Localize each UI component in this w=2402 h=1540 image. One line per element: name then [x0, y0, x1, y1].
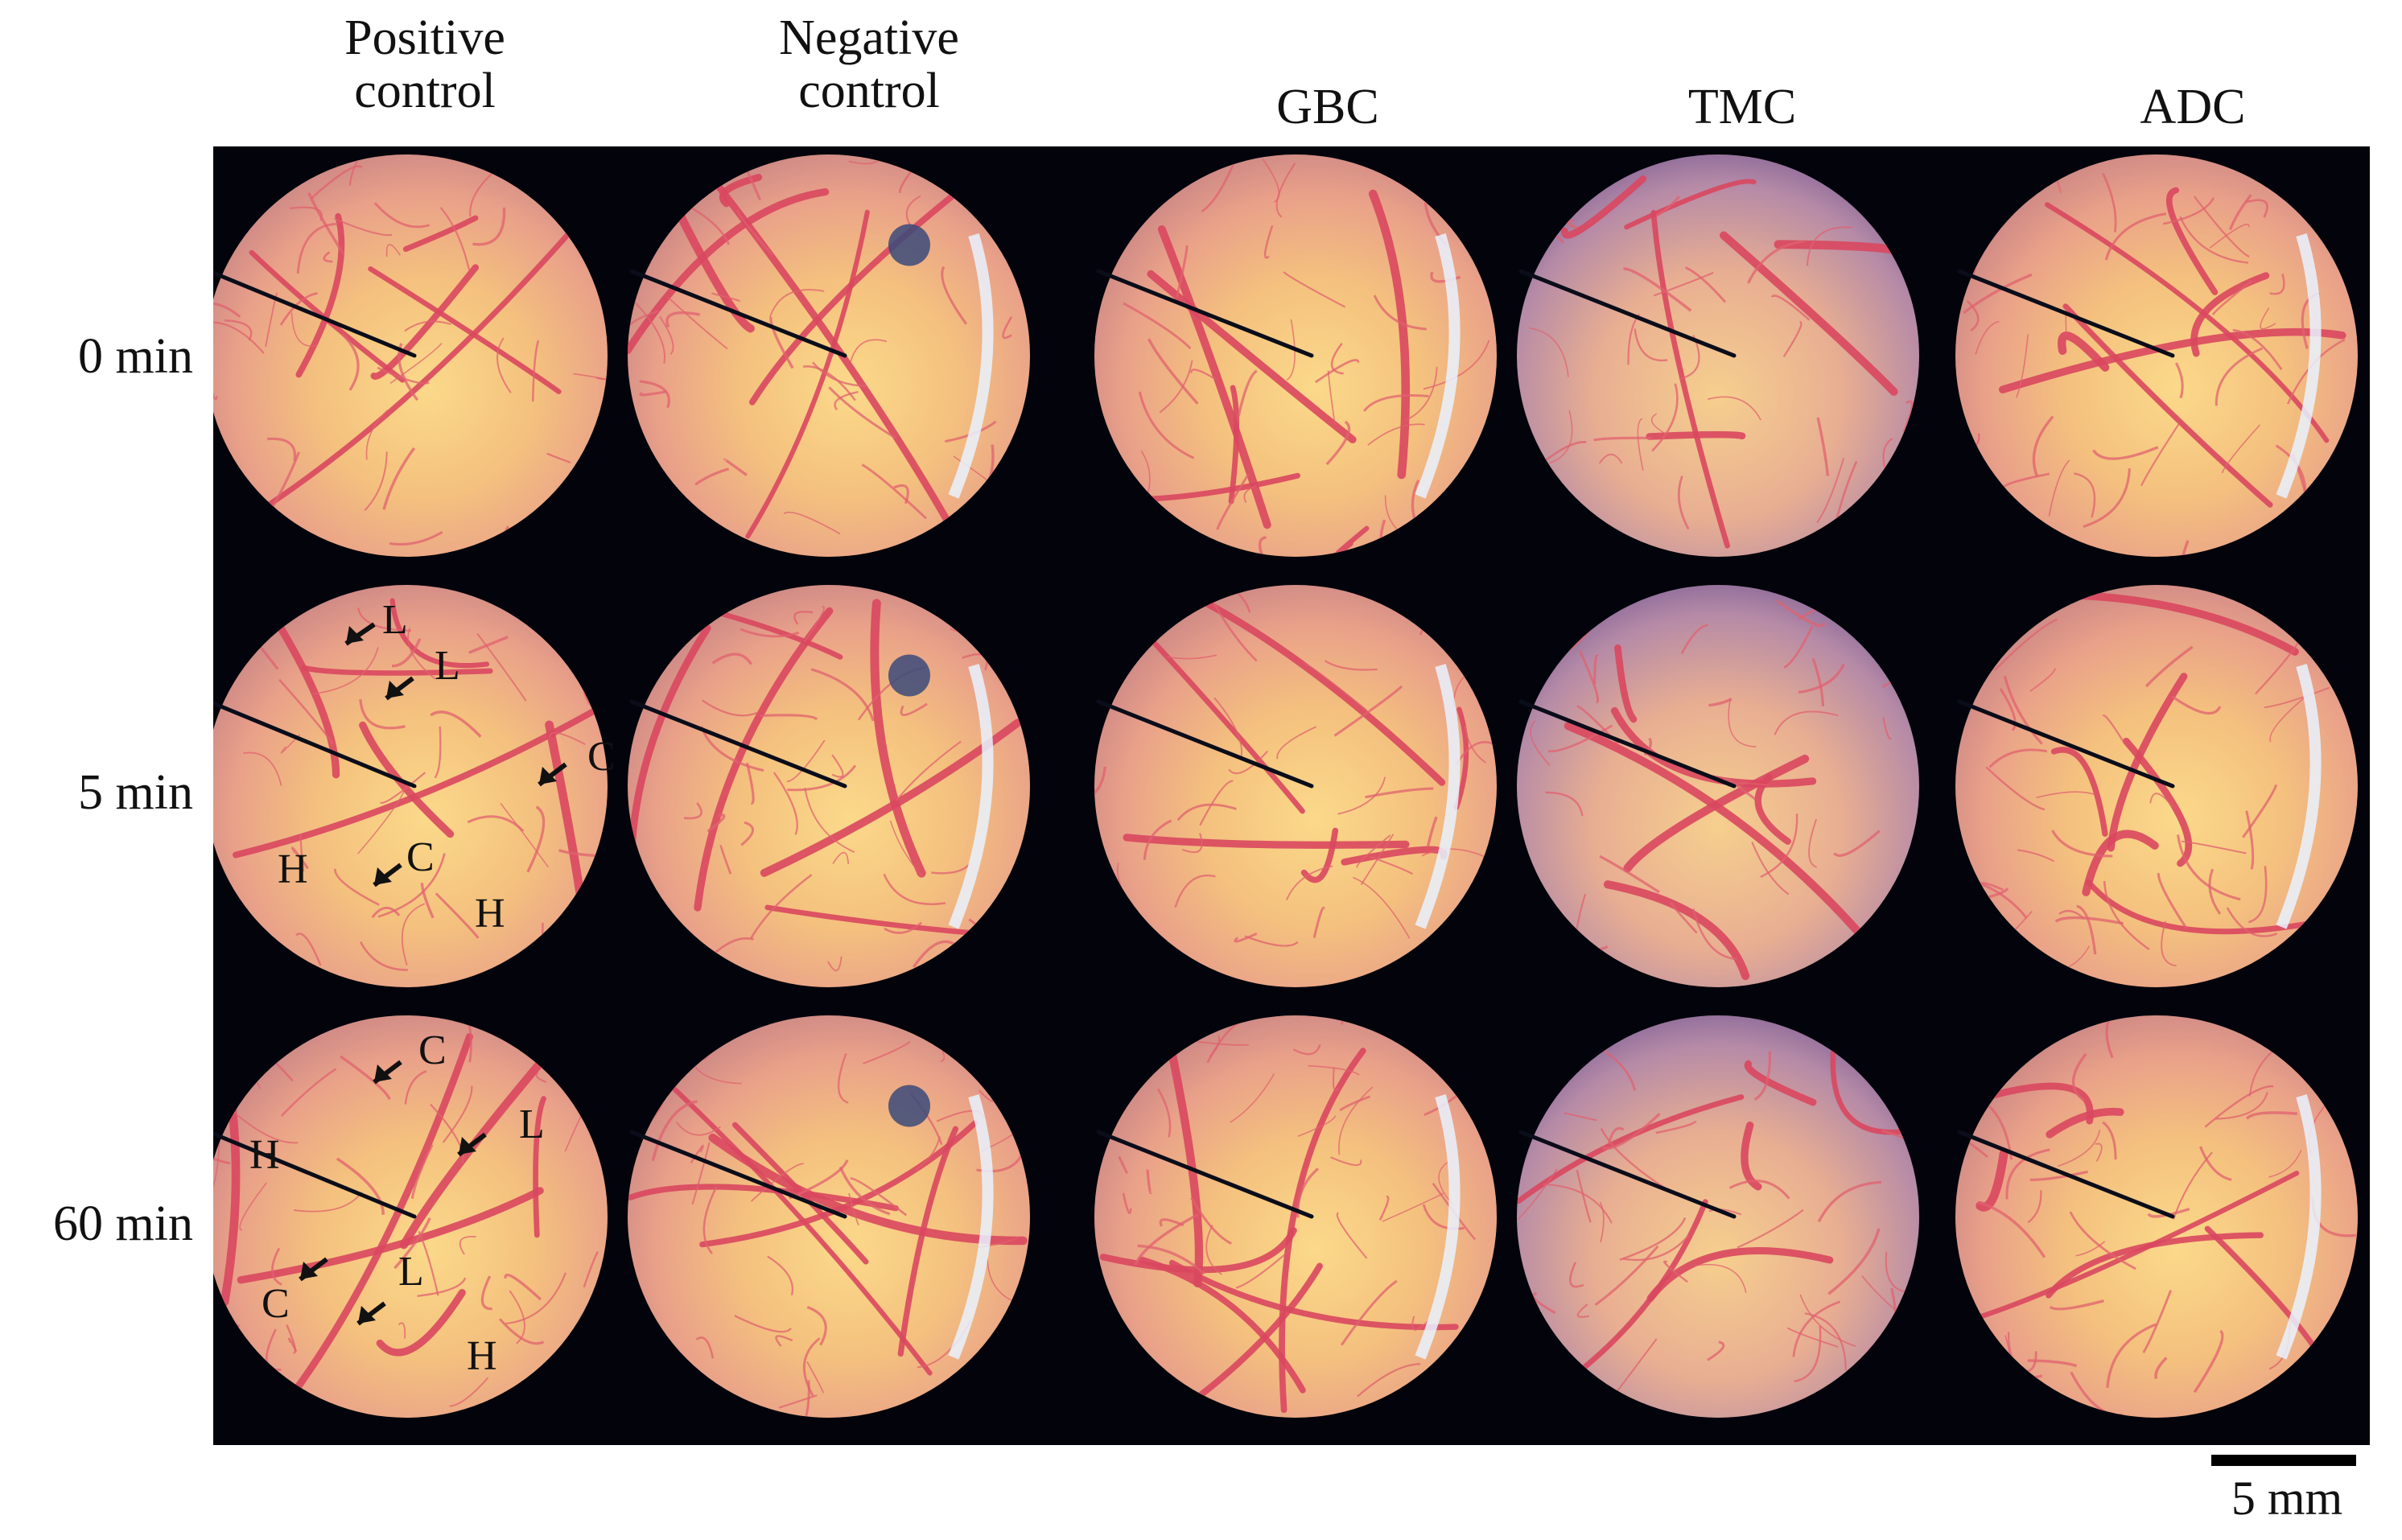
column-header-line1: Positive — [344, 10, 505, 65]
column-header-line1: ADC — [2140, 80, 2246, 134]
annotation-letter: H — [467, 1333, 497, 1379]
cam-plate-r2-c1 — [628, 1015, 1030, 1418]
needle — [1096, 269, 1314, 358]
annotation-letter: L — [398, 1249, 424, 1295]
cam-plate-r2-c4 — [1955, 1015, 2358, 1418]
annotation-letter: C — [587, 734, 616, 780]
needle — [629, 699, 847, 789]
row-label-60min: 60 min — [53, 1196, 193, 1251]
row-label-5min: 5 min — [78, 765, 193, 820]
cam-plate-r2-c3 — [1517, 1015, 1919, 1418]
column-header-adc: ADC — [2024, 80, 2362, 134]
annotation-arrowhead — [358, 1306, 376, 1324]
scale-bar-label: 5 mm — [2231, 1472, 2343, 1525]
annotation-arrowhead — [386, 681, 404, 698]
column-header-gbc: GBC — [1159, 80, 1497, 134]
annotation-letter: C — [418, 1027, 447, 1073]
cam-plate-r0-c0 — [213, 154, 608, 557]
column-header-line1: GBC — [1276, 80, 1379, 134]
needle — [213, 701, 417, 789]
cam-plate-r1-c1 — [628, 585, 1030, 987]
row-label-0min: 0 min — [78, 329, 193, 384]
needle — [1957, 269, 2175, 358]
cam-plate-r0-c1 — [628, 154, 1030, 557]
column-header-negative-control: Negative control — [700, 11, 1038, 117]
annotation-arrowhead — [374, 1064, 392, 1082]
cam-plate-r0-c3 — [1517, 154, 1919, 557]
column-header-line1: TMC — [1687, 80, 1797, 134]
annotation-letter: H — [475, 891, 505, 937]
needle — [1957, 1130, 2175, 1219]
needle — [1096, 1130, 1314, 1219]
annotation-letter: L — [382, 597, 408, 643]
cam-plate-r1-c3 — [1517, 585, 1919, 987]
annotation-arrowhead — [374, 867, 392, 885]
cam-plate-r1-c4 — [1955, 585, 2358, 987]
needle — [213, 1131, 417, 1219]
needle — [1957, 699, 2175, 789]
needle — [213, 270, 417, 358]
column-header-line2: control — [798, 64, 940, 118]
column-header-tmc: TMC — [1573, 80, 1911, 134]
annotation-letter: C — [262, 1281, 290, 1327]
annotation-arrowhead — [459, 1137, 476, 1155]
needle — [629, 1130, 847, 1219]
scale-bar — [2211, 1455, 2356, 1466]
cam-plate-r0-c4 — [1955, 154, 2358, 557]
needle — [1518, 269, 1737, 358]
cam-plate-r1-c0 — [213, 585, 608, 987]
cam-plate-r1-c2 — [1094, 585, 1497, 987]
needle — [629, 269, 847, 358]
cam-plate-r2-c0 — [213, 1015, 608, 1418]
annotation-arrowhead — [346, 626, 364, 644]
column-header-line1: Negative — [779, 10, 959, 65]
needle — [1096, 699, 1314, 789]
annotation-letter: H — [249, 1132, 280, 1178]
annotation-letter: C — [406, 834, 435, 880]
annotation-arrowhead — [300, 1262, 318, 1279]
needle — [1518, 699, 1737, 789]
annotation-letter: L — [435, 643, 460, 689]
annotation-letter: L — [519, 1101, 545, 1147]
cam-plate-r2-c2 — [1094, 1015, 1497, 1418]
annotation-letter: H — [278, 846, 308, 892]
annotation-arrowhead — [539, 767, 557, 784]
column-header-positive-control: Positive control — [256, 11, 594, 117]
needle — [1518, 1130, 1737, 1219]
column-header-line2: control — [354, 64, 496, 118]
cam-plate-r0-c2 — [1094, 154, 1497, 557]
